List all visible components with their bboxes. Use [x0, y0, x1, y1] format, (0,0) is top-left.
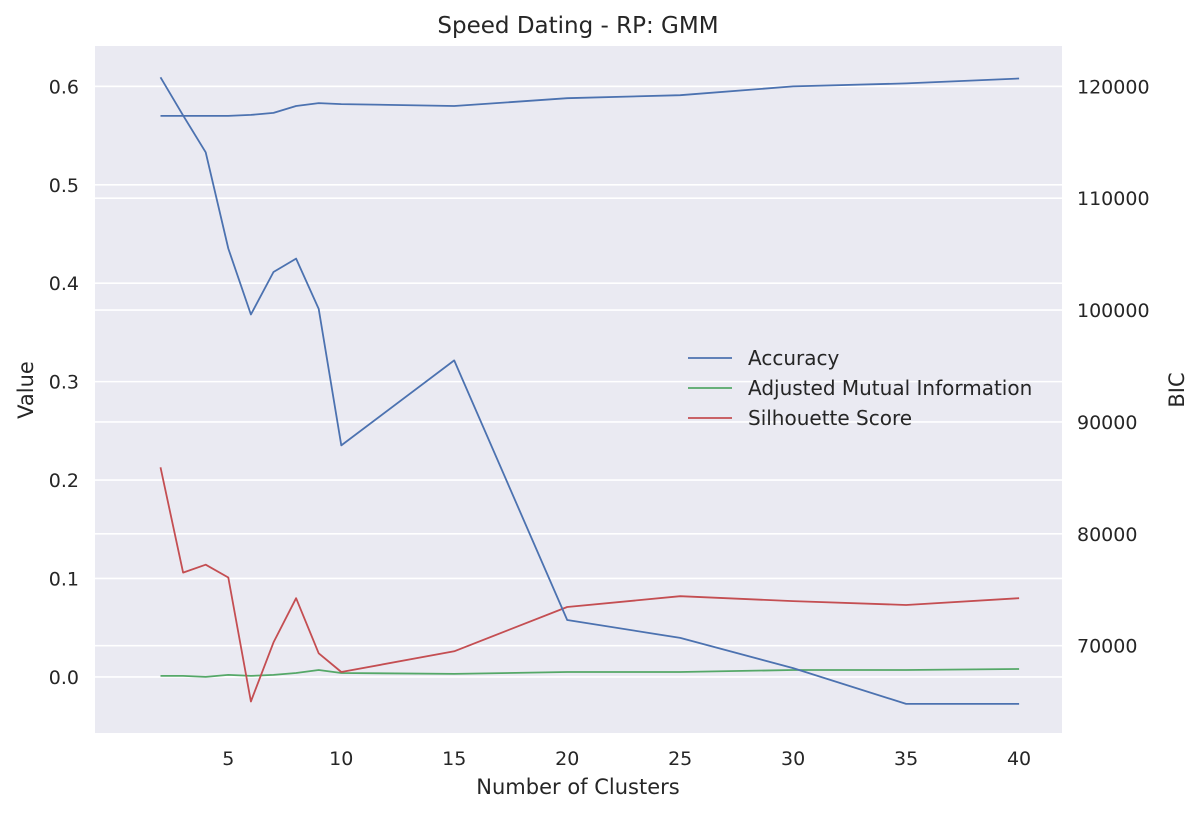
grid [95, 85, 1062, 678]
x-tick-label: 30 [781, 748, 805, 770]
chart-title: Speed Dating - RP: GMM [437, 13, 718, 39]
series-line-bic [159, 76, 1020, 705]
y2-tick-label: 100000 [1077, 300, 1150, 322]
x-tick-label: 15 [442, 748, 466, 770]
plot-background [95, 46, 1062, 733]
legend-label: Accuracy [748, 346, 839, 370]
series-lines [159, 76, 1020, 705]
y-tick-label: 0.1 [49, 568, 79, 590]
x-tick-label: 35 [894, 748, 918, 770]
y2-tick-label: 70000 [1077, 636, 1137, 658]
y-tick-label: 0.5 [49, 175, 79, 197]
y-tick-label: 0.6 [49, 76, 79, 98]
y2-axis-label: BIC [1165, 372, 1189, 407]
y2-tick-label: 120000 [1077, 76, 1150, 98]
x-axis-label: Number of Clusters [476, 775, 679, 799]
y-tick-label: 0.0 [49, 667, 79, 689]
x-tick-label: 40 [1007, 748, 1031, 770]
y-tick-label: 0.2 [49, 470, 79, 492]
x-tick-label: 5 [222, 748, 234, 770]
y2-tick-labels: 70000 80000 90000 100000 110000 120000 [1077, 76, 1150, 657]
y2-tick-label: 80000 [1077, 524, 1137, 546]
legend-label: Silhouette Score [748, 406, 912, 430]
y-tick-label: 0.3 [49, 372, 79, 394]
series-line-silhouette-score [159, 467, 1020, 703]
legend-label: Adjusted Mutual Information [748, 376, 1032, 400]
x-tick-label: 10 [329, 748, 353, 770]
legend: Accuracy Adjusted Mutual Information Silho… [688, 346, 1032, 430]
x-tick-labels: 5 10 15 20 25 30 35 40 [222, 748, 1031, 770]
y2-tick-label: 90000 [1077, 412, 1137, 434]
y-axis-label: Value [14, 361, 38, 419]
y-tick-label: 0.4 [49, 273, 79, 295]
series-line-accuracy [160, 77, 1020, 117]
y-tick-labels: 0.0 0.1 0.2 0.3 0.4 0.5 0.6 [49, 76, 79, 689]
series-line-adjusted-mutual-information [160, 668, 1020, 678]
x-tick-label: 25 [668, 748, 692, 770]
x-tick-label: 20 [555, 748, 579, 770]
y2-tick-label: 110000 [1077, 188, 1150, 210]
